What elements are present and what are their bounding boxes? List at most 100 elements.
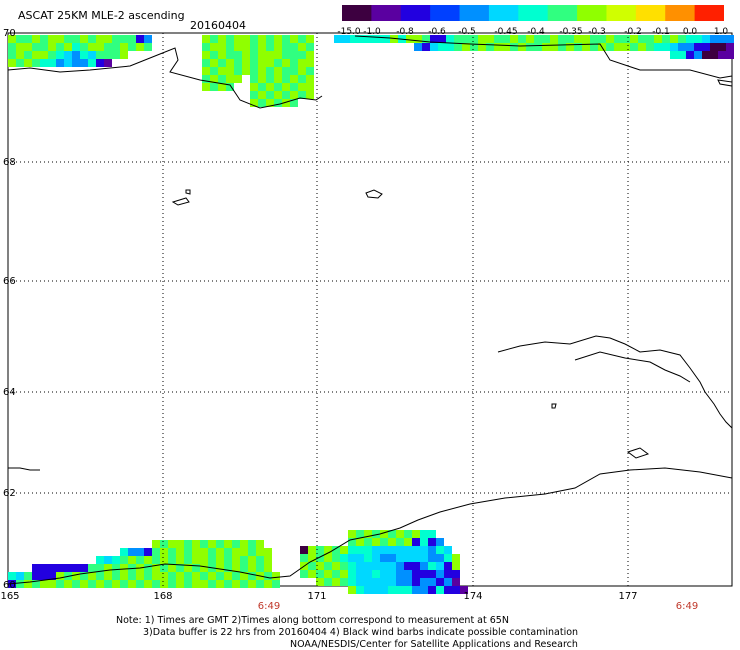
swath-cell [218,43,226,51]
swath-cell [266,59,274,67]
swath-cell [686,51,694,59]
swath-cell [356,570,364,578]
swath-cell [128,43,136,51]
swath-cell [550,43,558,51]
swath-cell [8,59,16,67]
swath-cell [324,554,332,562]
swath-cell [452,554,460,562]
swath-cell [64,35,72,43]
swath-cell [340,546,348,554]
swath-cell [582,43,590,51]
swath-cell [470,35,478,43]
swath-cell [128,556,136,564]
swath-cell [202,83,210,91]
swath-cell [16,35,24,43]
colorbar-segment [342,5,372,21]
swath-cell [56,35,64,43]
swath-cell [372,546,380,554]
swath-cell [444,578,452,586]
swath-cell [16,572,24,580]
colorbar-tick-label: -0.1 [652,27,670,37]
swath-cell [104,51,112,59]
swath-cell [224,564,232,572]
swath-cell [120,564,128,572]
colorbar [342,5,724,21]
swath-cell [88,35,96,43]
swath-cell [388,570,396,578]
swath-cell [80,580,88,588]
swath-cell [566,43,574,51]
swath-cell [240,540,248,548]
swath-cell [16,43,24,51]
swath-cell [168,548,176,556]
swath-cell [32,43,40,51]
swath-cell [120,35,128,43]
swath-cell [104,556,112,564]
swath-cell [364,586,372,594]
swath-cell [290,75,298,83]
swath-cell [234,51,242,59]
swath-cell [388,562,396,570]
swath-cell [96,59,104,67]
swath-cell [372,586,380,594]
swath-cell [282,43,290,51]
swath-cell [200,556,208,564]
swath-cell [364,530,372,538]
swath-cell [316,546,324,554]
swath-cell [372,570,380,578]
swath-cell [364,554,372,562]
island-small-2 [171,197,190,206]
swath-cell [452,570,460,578]
graticule [8,33,732,586]
swath-cell [144,572,152,580]
swath-cell [510,35,518,43]
swath-cell [8,43,16,51]
map-frame [7,32,733,587]
swath-cell [452,586,460,594]
swath-cell [396,562,404,570]
swath-cell [494,35,502,43]
swath-cell [396,538,404,546]
swath-cell [232,548,240,556]
colorbar-tick-label: -1.0 [363,27,381,37]
swath-cell [128,548,136,556]
swath-cell [136,548,144,556]
swath-cell [452,562,460,570]
swath-cell [258,51,266,59]
swath-cell [218,83,226,91]
swath-cell [72,35,80,43]
wind-data-swaths [8,35,734,594]
swath-cell [396,570,404,578]
swath-cell [40,43,48,51]
swath-cell [404,530,412,538]
swath-cell [56,59,64,67]
swath-cell [264,564,272,572]
swath-cell [24,51,32,59]
swath-cell [502,43,510,51]
swath-cell [266,35,274,43]
swath-cell [64,43,72,51]
swath-cell [404,570,412,578]
swath-cell [184,572,192,580]
swath-cell [364,578,372,586]
swath-cell [534,43,542,51]
swath-cell [136,572,144,580]
swath-cell [470,43,478,51]
swath-cell [436,546,444,554]
swath-cell [192,548,200,556]
swath-cell [218,35,226,43]
swath-cell [56,51,64,59]
swath-cell [412,530,420,538]
swath-cell [274,67,282,75]
swath-cell [332,570,340,578]
latitude-label: 66 [3,276,16,287]
coastlines [7,35,733,585]
swath-cell [298,83,306,91]
swath-cell [258,59,266,67]
swath-cell [8,572,16,580]
swath-cell [436,538,444,546]
swath-cell [210,67,218,75]
swath-cell [152,556,160,564]
swath-cell [662,43,670,51]
swath-cell [550,35,558,43]
